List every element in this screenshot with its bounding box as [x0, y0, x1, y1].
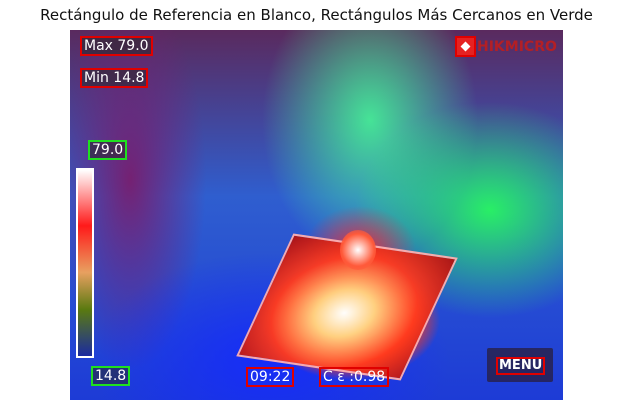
hot-spot: [340, 230, 376, 270]
temperature-color-scale: [76, 168, 94, 358]
max-temperature-readout: Max 79.0: [80, 36, 153, 56]
scale-high-value: 79.0: [87, 140, 128, 160]
brand-logo: HIKMICRO: [455, 36, 557, 57]
brand-logo-text: HIKMICRO: [477, 38, 557, 55]
min-temperature-readout: Min 14.8: [79, 68, 149, 88]
figure-title: Rectángulo de Referencia en Blanco, Rect…: [40, 6, 593, 24]
menu-button[interactable]: [487, 348, 553, 382]
clock-readout: 09:22: [245, 367, 295, 387]
scale-low-value: 14.8: [90, 366, 131, 386]
thermal-image: [70, 30, 563, 400]
emissivity-readout: C ε :0.98: [318, 367, 390, 387]
menu-button-label[interactable]: MENU: [495, 357, 546, 375]
hikmicro-logo-icon: [455, 36, 476, 57]
